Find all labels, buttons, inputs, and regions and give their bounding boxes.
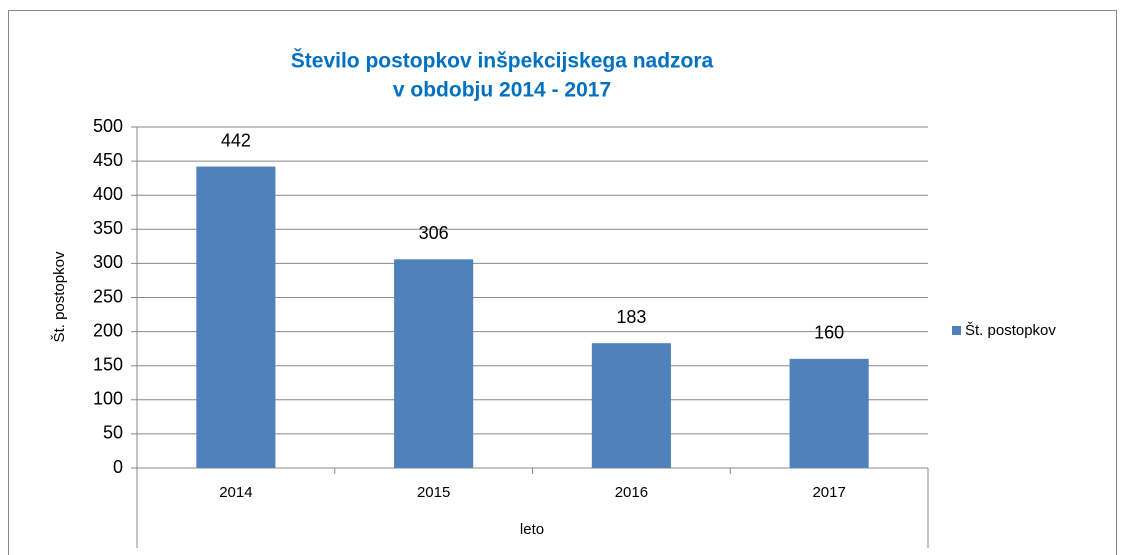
data-label: 160 (814, 323, 844, 343)
y-tick-label: 50 (103, 423, 123, 443)
x-tick-label: 2016 (615, 484, 648, 501)
y-tick-label: 400 (93, 184, 123, 204)
y-tick-label: 500 (93, 116, 123, 136)
x-axis-title: leto (520, 521, 544, 538)
data-label: 442 (221, 130, 251, 150)
y-tick-label: 200 (93, 320, 123, 340)
y-tick-label: 350 (93, 218, 123, 238)
x-tick-label: 2015 (417, 484, 450, 501)
y-tick-label: 0 (113, 457, 123, 477)
y-tick-label: 250 (93, 286, 123, 306)
legend-label: Št. postopkov (965, 322, 1056, 339)
x-tick-label: 2014 (219, 484, 252, 501)
y-tick-label: 100 (93, 389, 123, 409)
bar (196, 166, 276, 468)
data-label: 306 (419, 223, 449, 243)
chart-frame (8, 10, 1117, 555)
data-label: 183 (616, 307, 646, 327)
y-axis-title: Št. postopkov (51, 251, 68, 342)
bar (789, 358, 869, 468)
legend-swatch (952, 326, 961, 335)
x-tick-label: 2017 (812, 484, 845, 501)
y-tick-label: 450 (93, 150, 123, 170)
chart-title: v obdobju 2014 - 2017 (393, 79, 611, 102)
y-tick-label: 300 (93, 252, 123, 272)
chart-title: Število postopkov inšpekcijskega nadzora (291, 49, 714, 73)
y-tick-label: 150 (93, 354, 123, 374)
bar (591, 343, 671, 468)
bar (394, 259, 474, 468)
